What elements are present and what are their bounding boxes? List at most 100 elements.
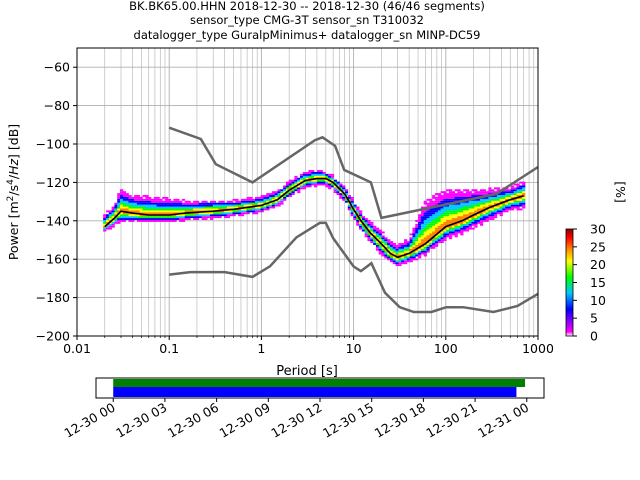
density-cell [474, 198, 478, 201]
density-cell [482, 206, 486, 209]
density-cell [285, 187, 290, 190]
density-cell [215, 202, 219, 205]
density-cell [415, 220, 419, 222]
density-cell [387, 252, 391, 255]
density-cell [426, 225, 430, 228]
density-cell [367, 233, 371, 236]
density-cell [460, 195, 464, 197]
plot-grid [76, 48, 538, 337]
density-cell [401, 256, 405, 259]
density-cell [325, 185, 329, 188]
density-cell [252, 212, 256, 215]
density-cell [418, 218, 422, 220]
density-cell [176, 198, 180, 201]
density-cell [440, 218, 444, 220]
density-cell [423, 221, 427, 224]
density-cell [249, 208, 253, 211]
density-cell [460, 206, 464, 209]
density-cell [364, 231, 368, 234]
density-cell [347, 206, 351, 209]
density-cell [502, 198, 506, 201]
density-cell [359, 223, 363, 226]
density-cell [229, 202, 233, 205]
density-cell [420, 243, 425, 245]
density-cell [440, 198, 444, 201]
density-cell [232, 204, 236, 207]
density-cell [139, 196, 143, 199]
density-cell [412, 250, 416, 253]
density-cell [159, 212, 163, 215]
density-cell [468, 220, 472, 222]
density-cell [432, 239, 436, 242]
density-cell [274, 193, 278, 196]
density-cell [370, 231, 374, 234]
density-cell [271, 193, 276, 196]
density-cell [103, 218, 107, 220]
density-cell [277, 189, 281, 192]
density-cell [519, 208, 523, 211]
density-cell [398, 243, 402, 245]
density-cell [446, 218, 450, 220]
density-cell [488, 202, 492, 205]
density-cell [159, 218, 163, 220]
density-cell [364, 229, 368, 232]
density-cell [181, 214, 186, 217]
density-cell [434, 237, 439, 240]
density-cell [446, 227, 450, 230]
density-cell [210, 212, 214, 215]
density-cell [434, 218, 439, 220]
density-cell [159, 202, 163, 205]
density-cell [415, 231, 419, 234]
density-cell [148, 200, 152, 203]
density-cell [460, 208, 464, 211]
density-cell [218, 212, 222, 215]
density-cell [145, 202, 149, 205]
density-cell [347, 196, 351, 199]
density-cell [283, 196, 287, 199]
density-cell [108, 223, 112, 226]
density-cell [449, 195, 453, 197]
density-cell [522, 204, 526, 207]
density-cell [519, 185, 523, 188]
density-cell [353, 216, 357, 219]
density-cell [201, 204, 205, 207]
density-cell [131, 204, 135, 207]
density-cell [468, 221, 472, 224]
density-cell [373, 233, 377, 236]
density-cell [513, 183, 517, 186]
density-cell [375, 246, 380, 249]
density-cell [404, 243, 408, 245]
density-cell [204, 202, 208, 205]
density-cell [398, 258, 402, 261]
density-cell [221, 208, 225, 211]
density-cell [404, 248, 408, 251]
density-cell [434, 244, 439, 247]
density-cell [117, 195, 121, 197]
density-cell [204, 206, 208, 209]
density-cell [361, 227, 366, 230]
density-cell [418, 225, 422, 228]
density-cell [122, 204, 127, 207]
density-cell [344, 189, 349, 192]
x-tick-label: 10 [346, 341, 362, 356]
density-cell [412, 258, 416, 261]
density-cell [105, 221, 110, 224]
density-cell [474, 200, 478, 203]
density-cell [162, 196, 166, 199]
density-cell [294, 189, 298, 192]
density-cell [134, 198, 138, 201]
density-cell [482, 218, 486, 220]
density-cell [280, 202, 284, 205]
density-cell [449, 200, 453, 203]
density-cell [347, 202, 351, 205]
density-cell [454, 208, 458, 211]
density-cell [457, 220, 461, 222]
density-cell [159, 220, 163, 222]
density-cell [260, 200, 264, 203]
density-cell [252, 208, 256, 211]
density-cell [299, 177, 304, 180]
density-cell [510, 185, 515, 188]
density-cell [429, 218, 433, 220]
density-cell [398, 252, 402, 255]
density-cell [449, 191, 453, 194]
